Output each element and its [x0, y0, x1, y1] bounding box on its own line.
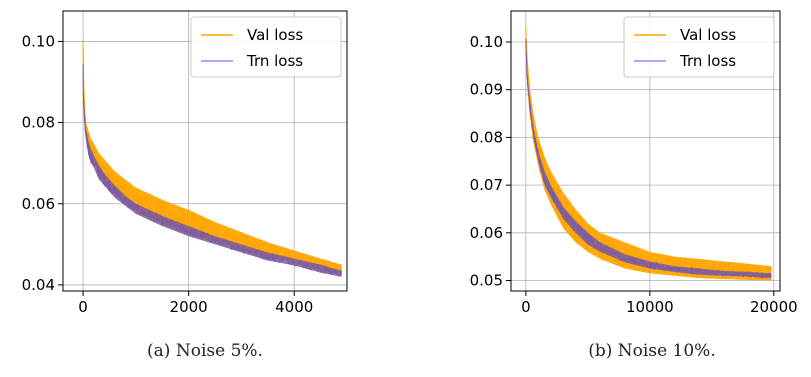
y-tick-label: 0.10 [22, 32, 55, 50]
x-tick-label: 2000 [170, 298, 208, 316]
legend: Val loss Trn loss [623, 16, 775, 78]
y-tick-label: 0.04 [22, 276, 55, 294]
series-line-trn-loss [525, 39, 772, 280]
x-tick-label: 20000 [750, 298, 798, 316]
legend: Val loss Trn loss [190, 16, 342, 78]
plot-frame [510, 10, 781, 292]
legend-label: Trn loss [679, 52, 736, 70]
y-tick-label: 0.07 [470, 176, 503, 194]
x-tick-label: 4000 [275, 298, 313, 316]
y-tick-label: 0.08 [470, 128, 503, 146]
plot-frame [62, 10, 348, 292]
legend-box [190, 16, 342, 78]
legend-box [623, 16, 775, 78]
y-tick-label: 0.08 [22, 114, 55, 132]
x-tick-label: 0 [78, 298, 88, 316]
series-line-val-loss [82, 39, 343, 275]
legend-label: Val loss [247, 26, 303, 44]
y-tick-label: 0.06 [470, 224, 503, 242]
legend-label: Trn loss [246, 52, 303, 70]
x-tick-label: 10000 [626, 298, 674, 316]
chart-1: 0 10000 20000 0.05 0.06 0.07 0.08 0.09 0.10 Val l… [470, 10, 798, 316]
legend-label: Val loss [680, 26, 736, 44]
y-tick-label: 0.05 [470, 272, 503, 290]
x-tick-label: 0 [521, 298, 531, 316]
series-band-trn-loss [83, 61, 342, 277]
caption-b: (b) Noise 10%. [588, 341, 716, 361]
caption-a: (a) Noise 5%. [147, 341, 263, 361]
y-tick-label: 0.10 [470, 33, 503, 51]
y-tick-label: 0.09 [470, 81, 503, 99]
series-line-trn-loss [82, 64, 343, 277]
y-tick-label: 0.06 [22, 195, 55, 213]
chart-0: 0 2000 4000 0.04 0.06 0.08 0.10 Val loss Trn los… [22, 10, 348, 316]
